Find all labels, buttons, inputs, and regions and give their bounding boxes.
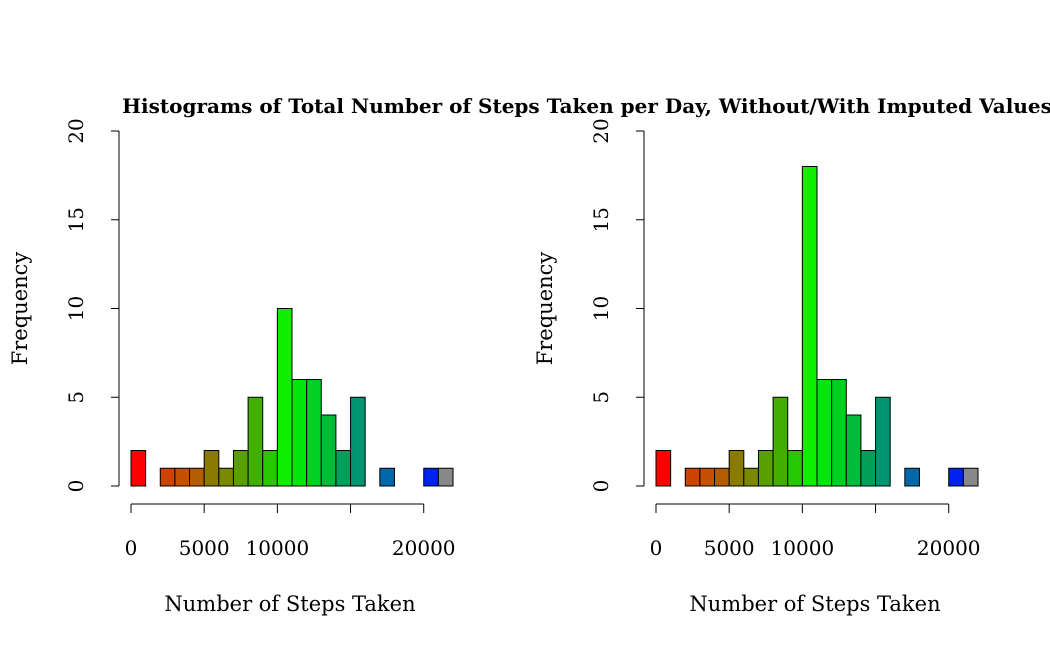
- histogram-panel-right: 0 5 10 15 20 0 5000 10000 20000 Number of Steps T…: [533, 118, 981, 616]
- y-tick-label: 10: [589, 296, 613, 321]
- y-tick-label: 0: [64, 480, 88, 493]
- histogram-bar: [948, 467, 964, 487]
- x-tick-label: 20000: [392, 536, 456, 560]
- histogram-bar: [218, 467, 234, 487]
- histogram-bar: [306, 379, 322, 487]
- x-axis-label: Number of Steps Taken: [689, 592, 940, 616]
- histogram-bar: [189, 467, 205, 487]
- x-tick-label: 20000: [917, 536, 981, 560]
- histogram-bar: [379, 467, 395, 487]
- histogram-bar: [320, 414, 337, 487]
- x-tick-label: 0: [125, 536, 138, 560]
- histogram-bar: [350, 396, 366, 487]
- x-tick-label: 0: [650, 536, 663, 560]
- x-tick-label: 5000: [179, 536, 230, 560]
- histogram-panel-left: 0 5 10 15 20 0 5000 10000 20000 Number of Steps T…: [8, 118, 456, 616]
- histogram-bar: [247, 396, 264, 487]
- histogram-bar: [174, 467, 191, 487]
- y-tick-label: 15: [64, 207, 88, 232]
- histogram-bar: [276, 308, 293, 487]
- histogram-bar: [757, 450, 774, 487]
- histogram-bar: [743, 467, 759, 487]
- histogram-bar: [655, 450, 672, 487]
- histogram-bar: [875, 396, 891, 487]
- histogram-bar: [232, 450, 249, 487]
- y-tick-label: 0: [589, 480, 613, 493]
- histogram-bar: [159, 467, 176, 487]
- chart-title: Histograms of Total Number of Steps Take…: [122, 94, 1050, 118]
- histogram-bar: [699, 467, 716, 487]
- histogram-bar: [904, 467, 920, 487]
- histogram-bar: [130, 450, 147, 487]
- y-axis-label: Frequency: [8, 252, 32, 366]
- y-tick-label: 10: [64, 296, 88, 321]
- histogram-bar: [816, 379, 833, 487]
- histogram-bar: [962, 467, 979, 487]
- histogram-bar: [845, 414, 862, 487]
- histogram-bar: [335, 450, 352, 487]
- histogram-bar: [203, 450, 220, 487]
- y-tick-label: 5: [64, 391, 88, 404]
- histogram-bar: [772, 396, 789, 487]
- x-tick-label: 5000: [704, 536, 755, 560]
- y-tick-label: 15: [589, 207, 613, 232]
- y-tick-label: 20: [589, 118, 613, 143]
- histogram-bar: [728, 450, 745, 487]
- y-tick-label: 5: [589, 391, 613, 404]
- y-tick-label: 20: [64, 118, 88, 143]
- x-axis-label: Number of Steps Taken: [164, 592, 415, 616]
- histogram-bar: [684, 467, 701, 487]
- histogram-bar: [801, 166, 818, 487]
- histogram-bar: [437, 467, 454, 487]
- histogram-bar: [423, 467, 439, 487]
- x-tick-label: 10000: [771, 536, 835, 560]
- histogram-bar: [714, 467, 730, 487]
- x-tick-label: 10000: [246, 536, 310, 560]
- histogram-bar: [262, 450, 278, 487]
- histogram-bar: [291, 379, 308, 487]
- histogram-bar: [787, 450, 803, 487]
- y-axis-label: Frequency: [533, 252, 557, 366]
- histogram-bar: [831, 379, 847, 487]
- histogram-bar: [860, 450, 877, 487]
